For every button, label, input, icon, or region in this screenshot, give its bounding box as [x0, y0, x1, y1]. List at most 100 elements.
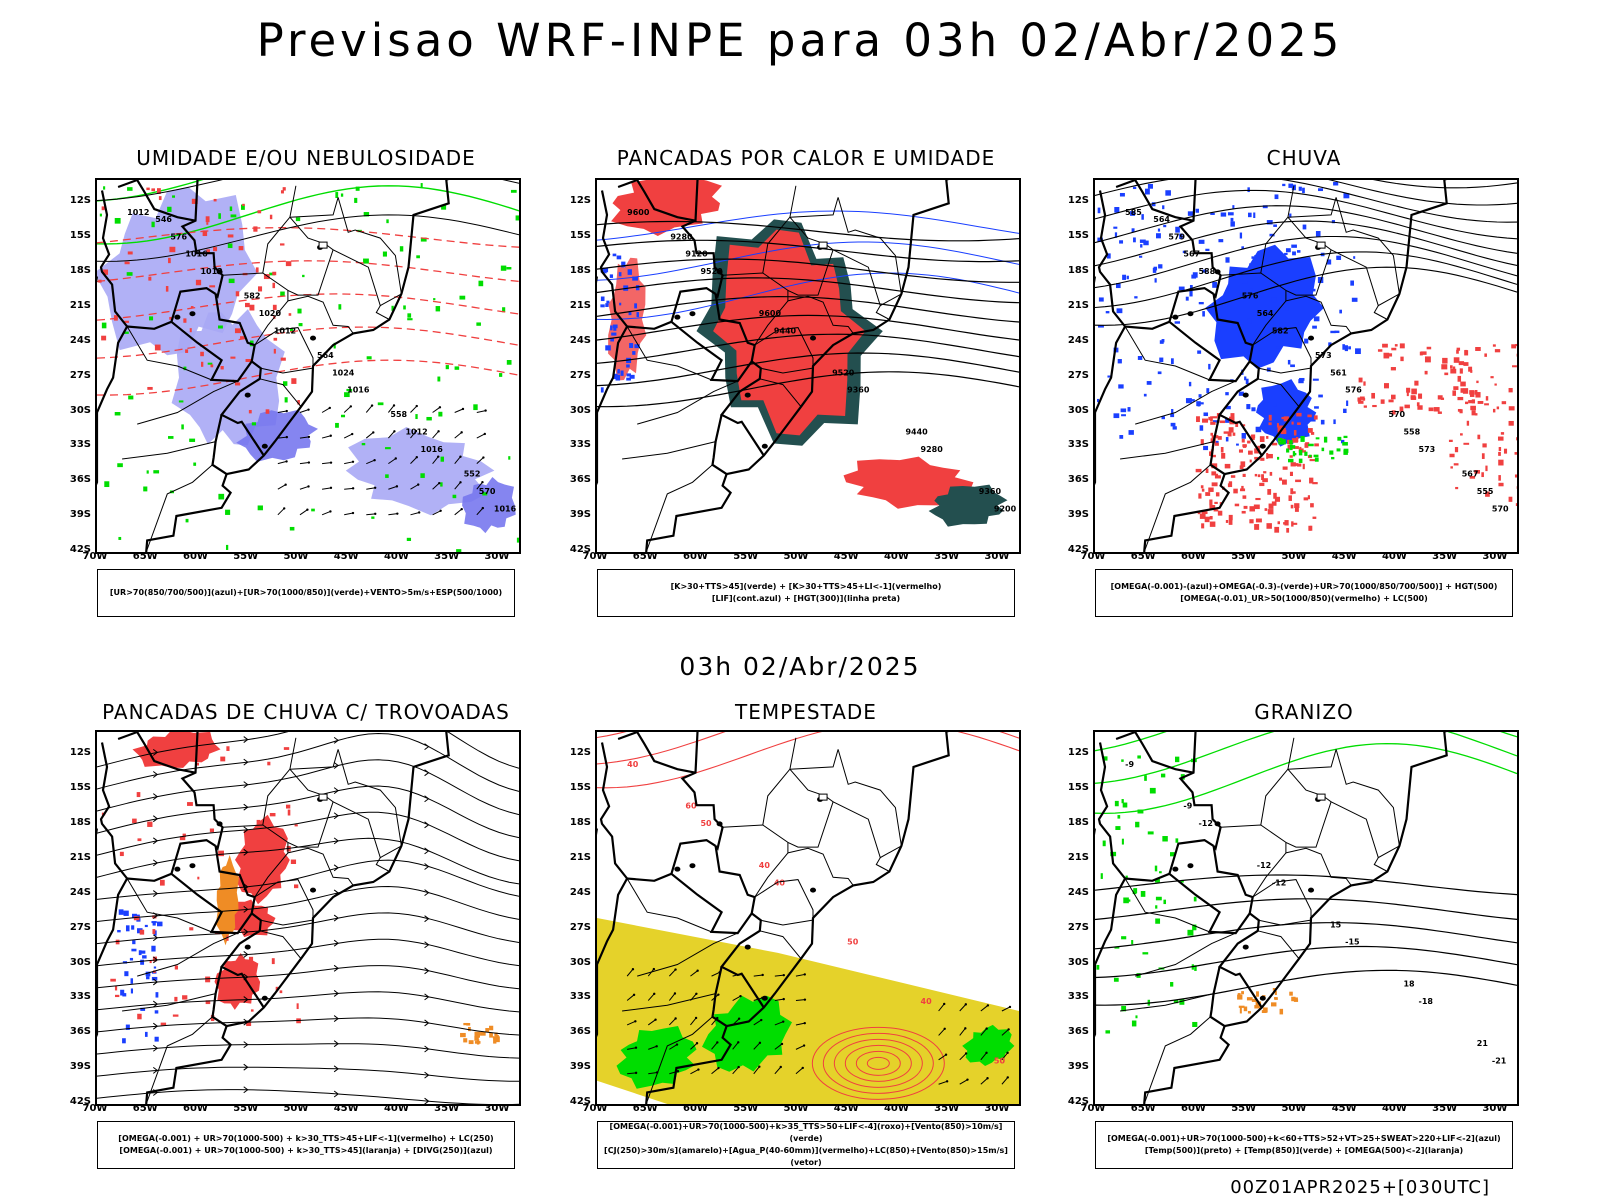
wind-vector — [668, 1018, 676, 1026]
state-border — [832, 801, 902, 859]
humidity-low-green — [230, 214, 237, 218]
streamline-arrow — [424, 863, 430, 870]
precipitable-water-red — [822, 1032, 934, 1094]
omega-500-orange — [1241, 991, 1244, 995]
omega-blue — [1282, 183, 1286, 187]
streamline-250hpa — [97, 912, 519, 945]
humidity-low-green — [104, 481, 110, 488]
wind-vector-head — [964, 1052, 968, 1055]
thunderstorm-red — [139, 929, 145, 935]
omega-blue — [1147, 183, 1153, 189]
precip-red — [1437, 411, 1442, 414]
map-canvas: 1012101210121016101610161016102010241012… — [97, 180, 519, 552]
lifted-index-blue — [619, 302, 622, 306]
wind-vector — [959, 1004, 967, 1012]
thunderstorm-red — [189, 927, 194, 931]
omega-blue — [1172, 426, 1177, 430]
geopotential-500hpa — [1095, 266, 1517, 326]
temp-850-green — [1170, 852, 1175, 857]
field-layer — [97, 732, 519, 1104]
streamline-arrow — [152, 837, 159, 845]
longitude-tick-label: 45W — [1331, 551, 1357, 562]
thickness-contour-red — [285, 261, 292, 267]
wind-vector-head — [395, 485, 399, 488]
omega-500-orange — [1246, 997, 1253, 1001]
streamline-arrow — [333, 864, 339, 872]
latitude-tick-label: 15S — [69, 782, 91, 794]
omega-blue — [1163, 224, 1167, 228]
temp-850-green — [1173, 999, 1179, 1004]
streamline-arrow — [243, 758, 249, 766]
humidity-low-green — [502, 307, 506, 313]
humidity-low-green — [385, 447, 391, 450]
omega-blue — [1198, 301, 1204, 305]
thunderstorm-red — [182, 833, 186, 838]
divergence-blue — [154, 1036, 159, 1042]
wind-vector — [432, 456, 439, 464]
precip-red — [1268, 422, 1272, 426]
wind-vector-head — [654, 1018, 657, 1021]
streamline-250hpa — [97, 732, 519, 769]
precip-red — [1390, 394, 1396, 400]
precip-red — [1242, 495, 1247, 499]
omega-blue — [1343, 408, 1347, 414]
divergence-blue — [125, 1024, 130, 1030]
state-border — [1260, 737, 1295, 826]
main-title: Previsao WRF-INPE para 03h 02/Abr/2025 — [256, 14, 1344, 67]
latitude-tick-label: 42S — [69, 544, 91, 555]
wind-vector — [959, 1079, 968, 1085]
precip-red — [1414, 380, 1419, 386]
precip-red — [1453, 463, 1459, 466]
country-border — [1178, 180, 1222, 299]
wind-vector — [432, 482, 440, 490]
panel-legend: [OMEGA(-0.001) + UR>70(1000-500) + k>30_… — [97, 1121, 515, 1169]
showers-orange — [485, 1028, 490, 1033]
showers-orange — [466, 1023, 471, 1026]
wind-vector-head — [283, 507, 286, 510]
thunderstorm-red — [205, 1000, 211, 1005]
latitude-tick-label: 30S — [69, 404, 91, 416]
omega-strong-green — [1281, 439, 1286, 445]
humidity-low-green — [440, 482, 443, 487]
temp-850-green — [1113, 977, 1119, 982]
temp-850-green — [1100, 873, 1103, 879]
omega-blue — [1292, 251, 1296, 256]
state-border — [287, 768, 334, 848]
humidity-low-green — [284, 397, 288, 403]
lake — [1172, 866, 1179, 872]
temp-850-green — [1121, 936, 1127, 940]
streamline-arrow — [152, 1000, 159, 1008]
wind-vector-head — [349, 405, 353, 408]
lifted-index-blue — [605, 345, 611, 351]
longitude-tick-label: 40W — [883, 1103, 909, 1114]
latitude-tick-label: 18S — [569, 265, 591, 276]
contour-label: 546 — [155, 215, 172, 224]
thickness-contour-red — [213, 198, 217, 202]
wind-vector — [432, 431, 439, 439]
omega-500-orange — [1251, 998, 1257, 1002]
lake — [744, 392, 751, 398]
precip-red — [1210, 454, 1216, 458]
longitude-tick-label: 50W — [1281, 551, 1307, 562]
omega-strong-green — [1323, 436, 1328, 443]
wind-vector-head — [634, 1071, 638, 1075]
temp-850-green — [1180, 879, 1184, 883]
panel-title: PANCADAS POR CALOR E UMIDADE — [616, 146, 996, 170]
legend-line: [UR>70(850/700/500)](azul)+[UR>70(1000/8… — [109, 588, 503, 597]
wind-vector — [626, 1020, 636, 1026]
longitude-tick-label: 45W — [833, 1103, 859, 1114]
precip-red — [1457, 396, 1464, 401]
humidity-low-green — [335, 192, 339, 199]
contour-label: -12 — [1257, 861, 1271, 870]
humidity-low-green — [515, 215, 519, 221]
latitude-tick-label: 30S — [1067, 956, 1089, 968]
temp-850-green — [1121, 799, 1124, 804]
thickness-contour-red — [235, 382, 241, 386]
temp-850-green — [1121, 759, 1124, 762]
wind-vector — [938, 1003, 945, 1012]
omega-blue — [1302, 224, 1307, 230]
wind-vector-head — [414, 429, 418, 433]
omega-blue — [1318, 188, 1324, 192]
panel-legend: [OMEGA(-0.001)+UR>70(1000-500)+k>35_TTS>… — [597, 1121, 1015, 1169]
country-border — [97, 286, 217, 486]
